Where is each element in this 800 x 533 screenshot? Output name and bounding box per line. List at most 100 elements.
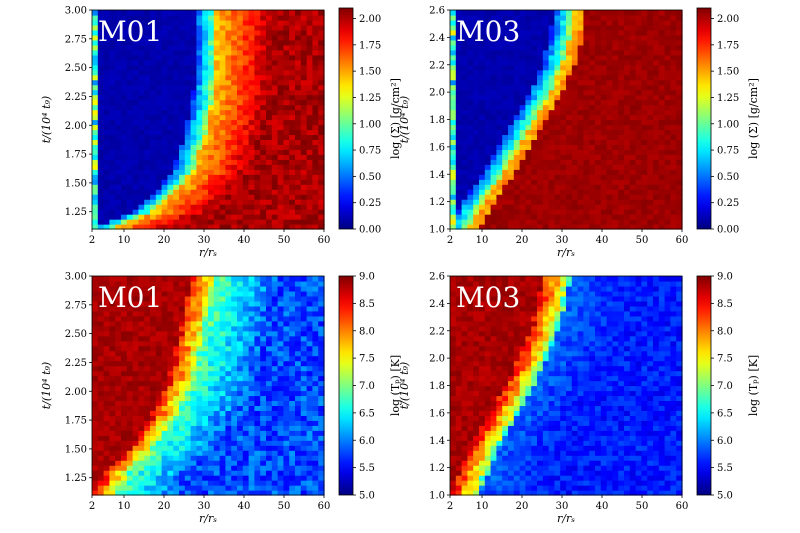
heatmap-cell <box>566 69 573 76</box>
heatmap-cell <box>306 465 313 471</box>
heatmap-cell <box>208 154 215 160</box>
heatmap-cell <box>300 455 308 461</box>
heatmap-cell <box>144 169 151 175</box>
heatmap-cell <box>461 194 468 200</box>
heatmap-cell <box>260 470 267 476</box>
heatmap-cell <box>219 365 226 372</box>
heatmap-cell <box>132 395 139 402</box>
heatmap-cell <box>560 134 567 141</box>
heatmap-cell <box>260 385 267 392</box>
heatmap-cell <box>254 194 261 200</box>
heatmap-cells <box>92 276 325 496</box>
heatmap-cell <box>542 134 550 141</box>
colorbar-tick-label: 1.75 <box>717 40 739 51</box>
heatmap-cell <box>150 94 157 101</box>
heatmap-cell <box>237 219 244 225</box>
heatmap-cell <box>109 189 116 195</box>
heatmap-cell <box>179 104 186 111</box>
heatmap-cell <box>208 360 215 367</box>
heatmap-cell <box>126 325 134 332</box>
heatmap-cell <box>225 169 232 175</box>
heatmap-cell <box>676 154 683 160</box>
heatmap-cell <box>502 164 509 170</box>
heatmap-cell <box>624 69 631 76</box>
heatmap-cell <box>167 14 174 21</box>
heatmap-cell <box>155 390 163 397</box>
heatmap-cell <box>132 209 139 215</box>
heatmap-cell <box>537 19 544 26</box>
heatmap-cell <box>312 450 319 456</box>
heatmap-cell <box>676 104 683 111</box>
heatmap-cell <box>92 34 99 41</box>
heatmap-cell <box>289 69 296 76</box>
heatmap-cell <box>519 144 526 150</box>
heatmap-cell <box>289 144 296 150</box>
heatmap-cell <box>271 59 279 66</box>
heatmap-cell <box>97 169 105 175</box>
heatmap-cell <box>202 450 209 456</box>
heatmap-cell <box>306 430 313 436</box>
heatmap-cell <box>190 94 197 101</box>
heatmap-cell <box>132 119 139 126</box>
heatmap-cell <box>670 194 677 200</box>
heatmap-cell <box>173 470 180 476</box>
heatmap-cell <box>121 84 128 91</box>
heatmap-cell <box>109 179 116 185</box>
heatmap-cell <box>231 455 238 461</box>
heatmap-cell <box>653 84 660 91</box>
heatmap-cell <box>237 360 244 367</box>
heatmap-cell <box>202 360 209 367</box>
heatmap-cell <box>525 149 532 155</box>
heatmap-cell <box>312 199 319 205</box>
heatmap-cell <box>144 490 151 496</box>
heatmap-cell <box>132 184 139 190</box>
heatmap-cell <box>121 209 128 215</box>
heatmap-cell <box>670 19 677 26</box>
heatmap-cell <box>179 365 186 372</box>
heatmap-cell <box>173 425 180 431</box>
heatmap-cell <box>103 385 110 392</box>
heatmap-cell <box>670 29 677 36</box>
heatmap-cell <box>525 214 532 220</box>
heatmap-cell <box>306 124 313 131</box>
heatmap-cell <box>306 475 313 481</box>
heatmap-cell <box>115 410 122 416</box>
heatmap-cell <box>496 109 503 116</box>
heatmap-cell <box>548 144 555 150</box>
heatmap-cell <box>295 114 302 121</box>
heatmap-cell <box>306 29 313 36</box>
heatmap-cell <box>554 204 561 210</box>
heatmap-cell <box>277 119 284 126</box>
heatmap-cell <box>508 29 515 36</box>
heatmap-cell <box>266 94 273 101</box>
heatmap-cell <box>647 64 654 71</box>
heatmap-cell <box>676 69 683 76</box>
heatmap-cell <box>242 425 250 431</box>
heatmap-cell <box>115 415 122 421</box>
heatmap-cell <box>606 159 613 165</box>
heatmap-cell <box>109 470 116 476</box>
heatmap-cell <box>121 410 128 416</box>
heatmap-cell <box>289 39 296 46</box>
heatmap-cell <box>455 189 463 195</box>
heatmap-cell <box>184 410 192 416</box>
heatmap-cell <box>312 69 319 76</box>
heatmap-cell <box>484 139 492 145</box>
heatmap-cell <box>179 134 186 141</box>
heatmap-cell <box>138 390 145 397</box>
heatmap-cell <box>115 199 122 205</box>
heatmap-cell <box>542 214 550 220</box>
heatmap-cell <box>231 19 238 26</box>
heatmap-cell <box>196 485 203 491</box>
heatmap-cell <box>242 174 250 180</box>
y-tick-label: 2.25 <box>65 92 87 103</box>
heatmap-cell <box>635 104 642 111</box>
heatmap-cell <box>103 109 110 116</box>
heatmap-cell <box>184 370 192 377</box>
heatmap-cell <box>312 475 319 481</box>
heatmap-cell <box>455 44 463 51</box>
heatmap-cell <box>502 189 509 195</box>
heatmap-cell <box>513 119 521 126</box>
heatmap-cell <box>300 199 308 205</box>
heatmap-cell <box>231 64 238 71</box>
